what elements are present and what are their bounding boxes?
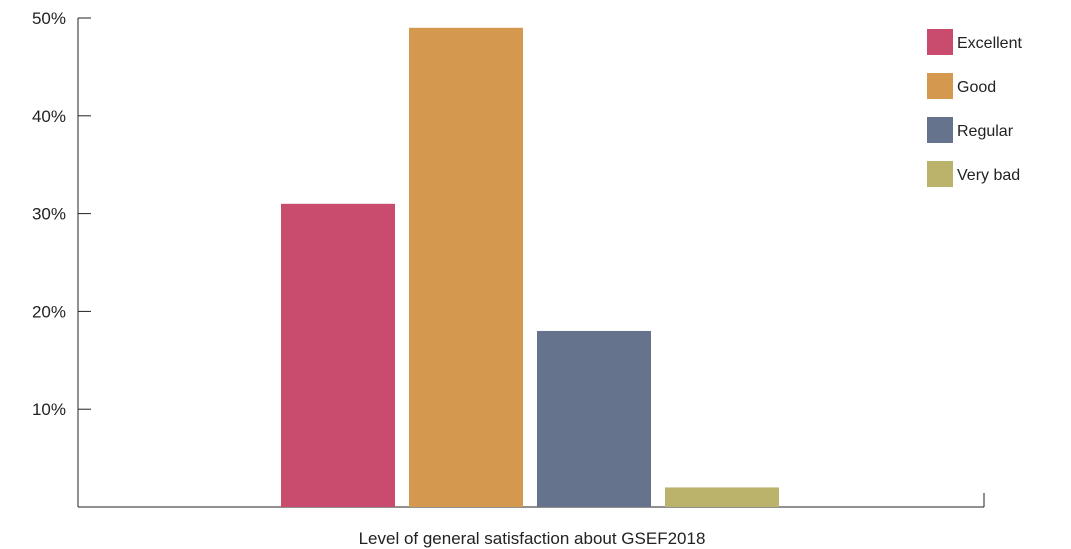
legend-label: Excellent	[957, 35, 1022, 52]
y-tick-label: 30%	[32, 205, 66, 224]
bar-good	[409, 27, 523, 508]
y-tick-label: 20%	[32, 302, 66, 321]
y-axis: 10% 20% 30% 40% 50%	[32, 9, 91, 507]
x-axis-label: Level of general satisfaction about GSEF…	[359, 529, 706, 548]
legend-swatch	[927, 73, 953, 99]
legend-swatch	[927, 117, 953, 143]
legend-label: Very bad	[957, 167, 1020, 184]
y-tick-label: 10%	[32, 400, 66, 419]
legend-label: Regular	[957, 123, 1014, 140]
y-tick-label: 40%	[32, 107, 66, 126]
bars	[281, 27, 779, 508]
x-axis	[78, 493, 985, 508]
legend-swatch	[927, 29, 953, 55]
bar-regular	[537, 330, 651, 507]
y-tick-label: 50%	[32, 9, 66, 28]
legend: Excellent Good Regular Very bad	[927, 29, 1022, 187]
bar-excellent	[281, 203, 395, 507]
bar-very-bad	[665, 487, 779, 507]
legend-label: Good	[957, 79, 996, 96]
legend-swatch	[927, 161, 953, 187]
